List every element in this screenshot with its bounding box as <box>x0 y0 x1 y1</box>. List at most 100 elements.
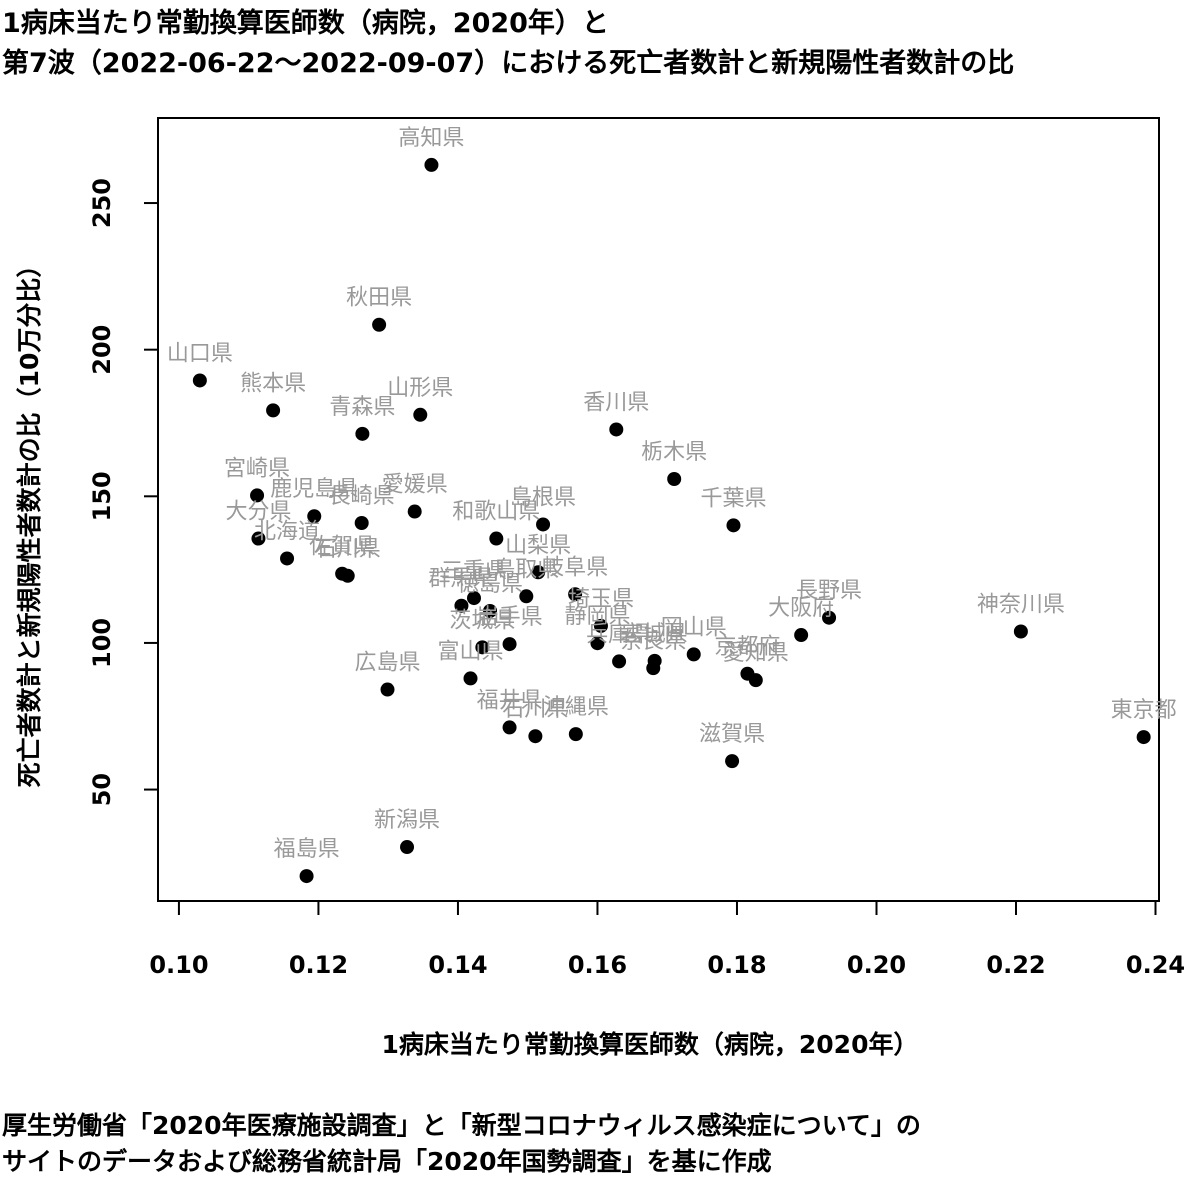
data-point <box>568 587 583 602</box>
data-point <box>822 610 837 625</box>
x-tick-label: 0.16 <box>568 951 627 979</box>
data-point <box>483 603 498 618</box>
data-point <box>748 673 763 688</box>
scatter-chart: 0.10 0.12 0.14 0.16 0.18 0.20 0.22 0.24 50 100 15… <box>15 117 1185 1059</box>
chart-title: 1病床当たり常勤換算医師数（病院，2020年）と 第7波（2022-06-22〜… <box>2 4 1014 84</box>
data-point <box>463 671 478 686</box>
x-tick-label: 0.12 <box>289 951 348 979</box>
data-point <box>1013 624 1028 639</box>
data-point <box>251 531 266 546</box>
point-label: 神奈川県 <box>977 592 1065 617</box>
point-label: 福井県 <box>477 688 543 713</box>
data-point <box>609 422 624 437</box>
data-point <box>307 509 322 524</box>
data-point <box>528 729 543 744</box>
point-label: 山梨県 <box>505 533 571 558</box>
data-point <box>466 591 481 606</box>
point-label: 大阪府 <box>768 596 834 621</box>
data-point <box>299 869 314 884</box>
y-axis: 50 100 150 200 250 <box>88 178 159 806</box>
point-label: 青森県 <box>329 395 395 420</box>
data-point <box>380 682 395 697</box>
point-label: 千葉県 <box>700 486 766 511</box>
point-label: 山形県 <box>387 376 453 401</box>
source-note-line-2: サイトのデータおよび総務省統計局「2020年国勢調査」を基に作成 <box>2 1147 772 1176</box>
point-label: 岩手県 <box>477 605 543 630</box>
point-label: 石川県 <box>315 537 381 562</box>
data-point <box>280 551 295 566</box>
data-point <box>489 531 504 546</box>
point-label: 愛媛県 <box>382 473 448 498</box>
point-label: 滋賀県 <box>699 722 765 747</box>
point-label: 愛知県 <box>723 641 789 666</box>
source-note-line-1: 厚生労働省「2020年医療施設調査」と「新型コロナウィルス感染症について」の <box>2 1111 921 1140</box>
source-note: 厚生労働省「2020年医療施設調査」と「新型コロナウィルス感染症について」の サ… <box>2 1108 921 1180</box>
data-point <box>1136 730 1151 745</box>
data-point <box>568 727 583 742</box>
data-point <box>667 472 682 487</box>
x-tick-label: 0.18 <box>707 951 766 979</box>
x-tick-label: 0.24 <box>1126 951 1185 979</box>
point-label: 東京都 <box>1111 698 1177 723</box>
point-label: 富山県 <box>437 639 503 664</box>
point-label: 山口県 <box>167 341 233 366</box>
data-point <box>590 636 605 651</box>
data-point <box>502 720 517 735</box>
point-label: 新潟県 <box>374 808 440 833</box>
point-label: 北海道 <box>254 519 320 544</box>
point-label: 埼玉県 <box>568 587 634 612</box>
data-point <box>726 518 741 533</box>
x-tick-label: 0.20 <box>847 951 906 979</box>
point-label: 京都府 <box>714 635 780 660</box>
data-points <box>192 157 1151 884</box>
data-point <box>593 618 608 633</box>
y-axis-title: 死亡者数計と新規陽性者数計の比（10万分比） <box>15 253 44 788</box>
x-tick-label: 0.10 <box>149 951 208 979</box>
x-axis-title: 1病床当たり常勤換算医師数（病院，2020年） <box>382 1030 919 1059</box>
data-point <box>400 840 415 855</box>
data-point <box>502 637 517 652</box>
point-label: 熊本県 <box>240 371 306 396</box>
data-point <box>266 403 281 418</box>
x-axis: 0.10 0.12 0.14 0.16 0.18 0.20 0.22 0.24 <box>149 900 1185 979</box>
data-point <box>686 647 701 662</box>
point-label: 秋田県 <box>346 286 412 311</box>
y-tick-label: 100 <box>88 618 116 668</box>
data-point <box>475 640 490 655</box>
point-label: 奈良県 <box>620 629 686 654</box>
data-point <box>340 568 355 583</box>
data-point <box>536 517 551 532</box>
y-tick-label: 200 <box>88 325 116 375</box>
point-label: 宮城県 <box>622 622 688 647</box>
point-label: 茨城県 <box>449 608 515 633</box>
x-tick-label: 0.22 <box>986 951 1045 979</box>
y-tick-label: 50 <box>88 773 116 806</box>
data-point <box>424 157 439 172</box>
data-point <box>354 515 369 530</box>
y-tick-label: 250 <box>88 178 116 228</box>
point-label: 長崎県 <box>329 484 395 509</box>
point-label: 長野県 <box>796 579 862 604</box>
y-tick-label: 150 <box>88 471 116 521</box>
data-point <box>413 407 428 422</box>
point-label: 鹿児島県 <box>270 477 358 502</box>
point-label: 広島県 <box>354 651 420 676</box>
data-point <box>250 488 265 503</box>
point-label: 群馬県 <box>428 567 494 592</box>
data-point <box>519 589 534 604</box>
point-label: 高知県 <box>398 126 464 151</box>
point-label: 三重県 <box>441 559 507 584</box>
point-label: 香川県 <box>583 390 649 415</box>
point-label: 鳥取県 <box>493 557 559 582</box>
data-point <box>612 654 627 669</box>
point-label: 岐阜県 <box>542 555 608 580</box>
chart-title-line-2: 第7波（2022-06-22〜2022-09-07）における死亡者数計と新規陽性… <box>2 48 1015 79</box>
point-label: 福島県 <box>274 837 340 862</box>
data-point <box>646 661 661 676</box>
point-label: 兵庫県 <box>586 622 652 647</box>
point-label: 和歌山県 <box>452 500 540 525</box>
data-point <box>794 628 809 643</box>
data-point <box>407 504 422 519</box>
data-point <box>531 565 546 580</box>
